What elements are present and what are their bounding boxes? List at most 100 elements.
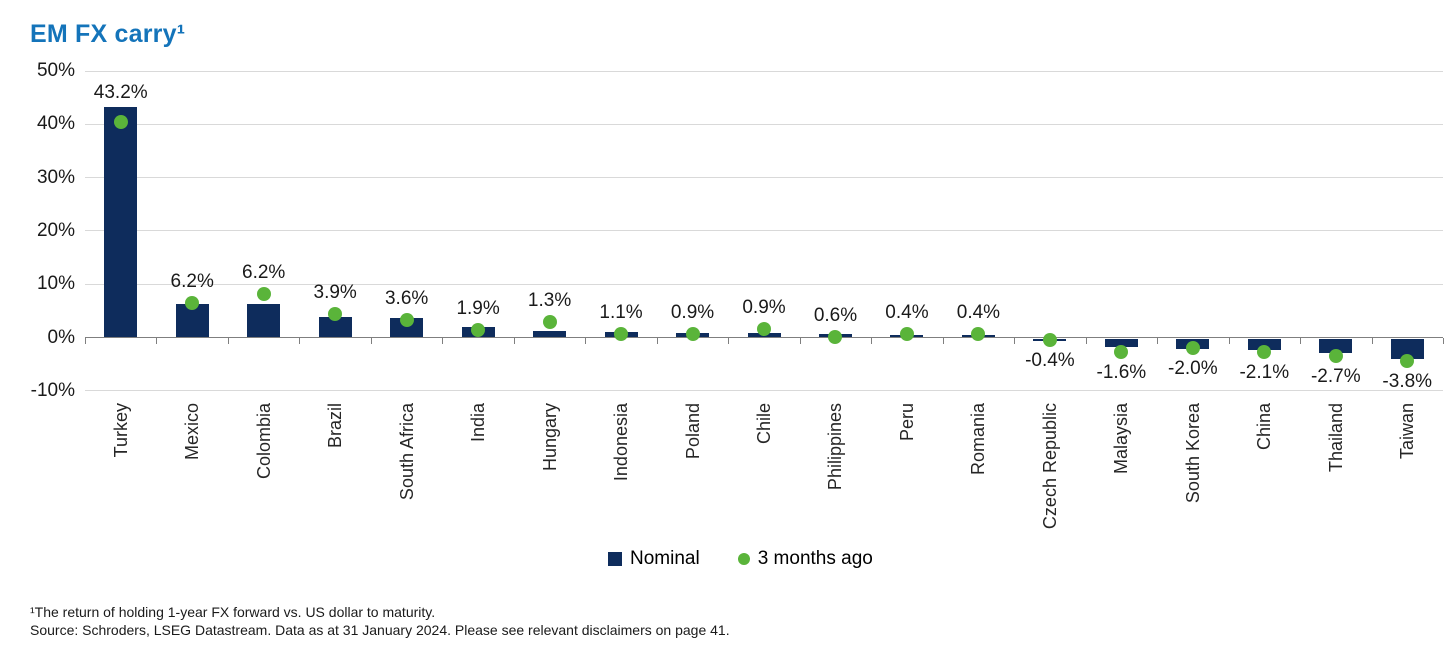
value-label: 0.9% bbox=[742, 296, 786, 318]
axis-tick bbox=[370, 337, 372, 344]
country-label: South Africa bbox=[396, 403, 417, 501]
country-label: China bbox=[1254, 403, 1275, 451]
dot-marker bbox=[899, 327, 914, 342]
country-label: Malaysia bbox=[1111, 403, 1132, 475]
three-months-ago-dot-marker bbox=[737, 553, 750, 565]
axis-tick bbox=[799, 337, 801, 344]
axis-tick bbox=[1443, 337, 1444, 344]
dot-marker bbox=[113, 114, 128, 129]
dot-marker bbox=[1400, 354, 1415, 369]
value-label: 6.2% bbox=[242, 261, 286, 283]
y-axis-label: 30% bbox=[36, 166, 75, 188]
bar bbox=[1247, 338, 1281, 350]
dot-marker bbox=[328, 307, 343, 322]
axis-tick bbox=[585, 337, 587, 344]
y-axis-label: 20% bbox=[36, 219, 75, 241]
value-label: 1.1% bbox=[599, 302, 643, 324]
value-label: -3.8% bbox=[1382, 371, 1433, 393]
footnote-source: Source: Schroders, LSEG Datastream. Data… bbox=[30, 622, 730, 638]
axis-tick bbox=[942, 337, 944, 344]
value-label: 3.6% bbox=[384, 288, 429, 310]
country-label: Philippines bbox=[825, 403, 846, 491]
dot-marker bbox=[1257, 344, 1272, 359]
y-axis-label: 10% bbox=[36, 273, 75, 295]
value-label: 43.2% bbox=[93, 82, 148, 104]
country-label: Romania bbox=[968, 403, 989, 476]
country-label: Colombia bbox=[253, 403, 274, 480]
axis-tick bbox=[728, 337, 730, 344]
y-axis-label: 40% bbox=[36, 113, 75, 135]
country-label: Indonesia bbox=[611, 403, 632, 482]
bar bbox=[104, 107, 138, 338]
bar bbox=[1390, 338, 1424, 359]
axis-tick bbox=[1371, 337, 1373, 344]
value-label: 1.3% bbox=[527, 290, 572, 312]
country-label: Mexico bbox=[182, 403, 203, 461]
dot-marker bbox=[1114, 344, 1129, 359]
legend-item-nominal: Nominal bbox=[608, 548, 700, 570]
country-label: Chile bbox=[754, 403, 774, 445]
axis-tick bbox=[1085, 337, 1087, 344]
dot-marker bbox=[828, 329, 843, 344]
axis-tick bbox=[1157, 337, 1159, 344]
gridline bbox=[85, 70, 1443, 72]
country-label: Czech Republic bbox=[1039, 403, 1060, 530]
gridline bbox=[85, 123, 1443, 125]
dot-marker bbox=[399, 313, 414, 328]
axis-tick bbox=[299, 337, 301, 344]
bar bbox=[390, 318, 424, 338]
axis-tick bbox=[85, 337, 86, 344]
bar bbox=[533, 330, 567, 338]
x-axis-line bbox=[85, 337, 1443, 338]
axis-tick bbox=[156, 337, 158, 344]
gridline bbox=[85, 177, 1443, 179]
value-label: 1.9% bbox=[456, 297, 500, 319]
gridline bbox=[85, 390, 1443, 392]
axis-tick bbox=[442, 337, 444, 344]
country-label: Peru bbox=[896, 403, 917, 442]
value-label: 3.9% bbox=[313, 282, 357, 304]
country-label: Taiwan bbox=[1397, 403, 1418, 460]
dot-marker bbox=[614, 327, 629, 342]
value-label: 0.4% bbox=[956, 302, 1001, 324]
legend-item-3-months-ago: 3 months ago bbox=[737, 548, 873, 570]
country-label: India bbox=[468, 403, 489, 443]
axis-tick bbox=[656, 337, 658, 344]
chart-legend: Nominal 3 months ago bbox=[608, 548, 873, 570]
dot-marker bbox=[1328, 349, 1343, 364]
dot-marker bbox=[757, 321, 771, 336]
dot-marker bbox=[185, 295, 200, 310]
value-label: 6.2% bbox=[170, 270, 214, 292]
gridline bbox=[85, 283, 1443, 285]
country-label: South Korea bbox=[1182, 403, 1203, 504]
nominal-square-marker bbox=[608, 552, 622, 566]
value-label: -2.7% bbox=[1310, 366, 1361, 388]
y-axis-label: -10% bbox=[30, 379, 75, 401]
bar bbox=[247, 304, 281, 338]
footnote-definition: ¹The return of holding 1-year FX forward… bbox=[30, 604, 436, 620]
value-label: -1.6% bbox=[1096, 361, 1147, 383]
axis-tick bbox=[871, 337, 873, 344]
axis-tick bbox=[227, 337, 229, 344]
country-label: Hungary bbox=[539, 403, 560, 472]
dot-marker bbox=[256, 286, 271, 301]
axis-tick bbox=[1014, 337, 1016, 344]
bar bbox=[318, 316, 352, 338]
country-label: Turkey bbox=[110, 403, 131, 458]
dot-marker bbox=[971, 327, 986, 342]
y-axis-label: 50% bbox=[36, 60, 75, 81]
bar bbox=[1319, 338, 1353, 353]
dot-marker bbox=[542, 315, 557, 330]
value-label: 0.4% bbox=[885, 302, 929, 324]
legend-label-nominal: Nominal bbox=[630, 548, 700, 569]
bar bbox=[1104, 338, 1138, 348]
country-label: Thailand bbox=[1325, 403, 1346, 473]
value-label: 0.6% bbox=[813, 304, 858, 326]
dot-marker bbox=[471, 322, 486, 337]
value-label: -0.4% bbox=[1025, 350, 1075, 372]
axis-tick bbox=[513, 337, 515, 344]
value-label: -2.1% bbox=[1239, 361, 1290, 383]
country-label: Brazil bbox=[325, 403, 346, 449]
